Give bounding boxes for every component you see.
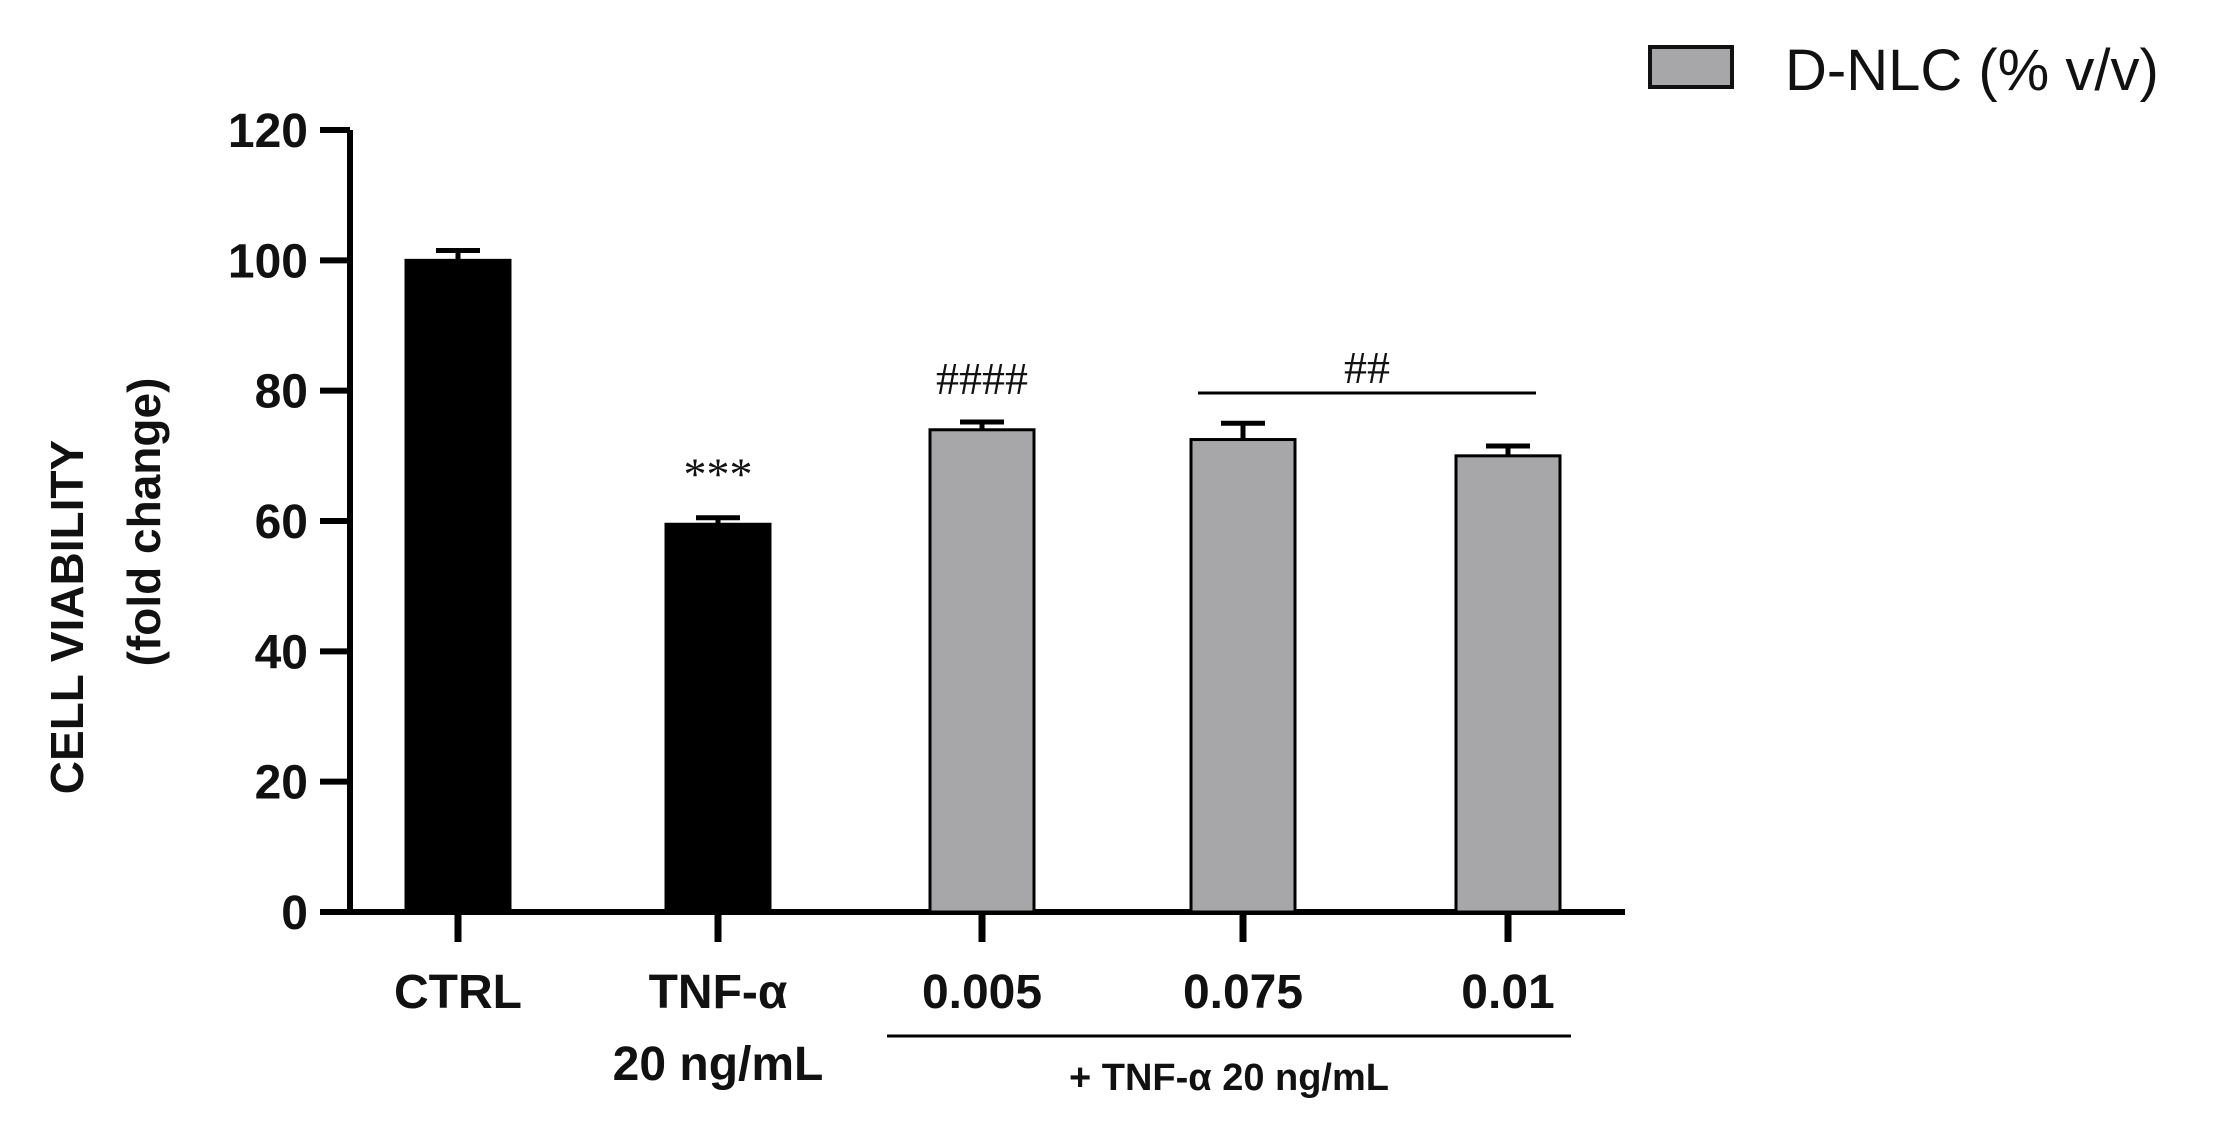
x-tick-sublabel: 20 ng/mL xyxy=(613,1038,824,1091)
y-tick-label: 120 xyxy=(228,105,308,158)
y-tick-label: 40 xyxy=(255,626,308,679)
group-label: + TNF-α 20 ng/mL xyxy=(1069,1057,1389,1099)
legend: D-NLC (% v/v) xyxy=(1648,38,2159,103)
y-tick-label: 60 xyxy=(255,496,308,549)
y-tick-label: 20 xyxy=(255,757,308,810)
y-axis-title-line2: (fold change) xyxy=(118,378,170,667)
bars xyxy=(404,248,1562,914)
bar xyxy=(1189,438,1297,914)
significance-label: ## xyxy=(1344,342,1390,393)
y-tick-label: 0 xyxy=(281,887,308,940)
bar xyxy=(928,428,1036,914)
significance-label: *** xyxy=(684,449,753,500)
y-axis-title: CELL VIABILITY (fold change) xyxy=(41,378,170,795)
x-tick-label: TNF-α xyxy=(649,966,788,1019)
x-tick-label: 0.01 xyxy=(1461,966,1554,1019)
x-tick-label: 0.005 xyxy=(922,966,1042,1019)
bar xyxy=(1454,454,1562,914)
bar xyxy=(404,258,512,914)
bar xyxy=(664,522,772,914)
y-axis-title-line1: CELL VIABILITY xyxy=(41,440,93,794)
x-tick-label: CTRL xyxy=(394,966,522,1019)
significance-label: #### xyxy=(936,353,1028,404)
y-axis: 0 20 40 60 80 100 120 xyxy=(228,105,353,940)
annotations: ***#### ## xyxy=(684,342,1536,500)
y-tick-label: 100 xyxy=(228,235,308,288)
legend-label: D-NLC (% v/v) xyxy=(1785,38,2159,103)
y-tick-label: 80 xyxy=(255,366,308,419)
legend-swatch xyxy=(1648,45,1734,89)
x-tick-label: 0.075 xyxy=(1183,966,1303,1019)
x-axis: CTRL TNF-α 20 ng/mL 0.005 0.075 0.01 + TNF-α 2… xyxy=(347,909,1625,1099)
